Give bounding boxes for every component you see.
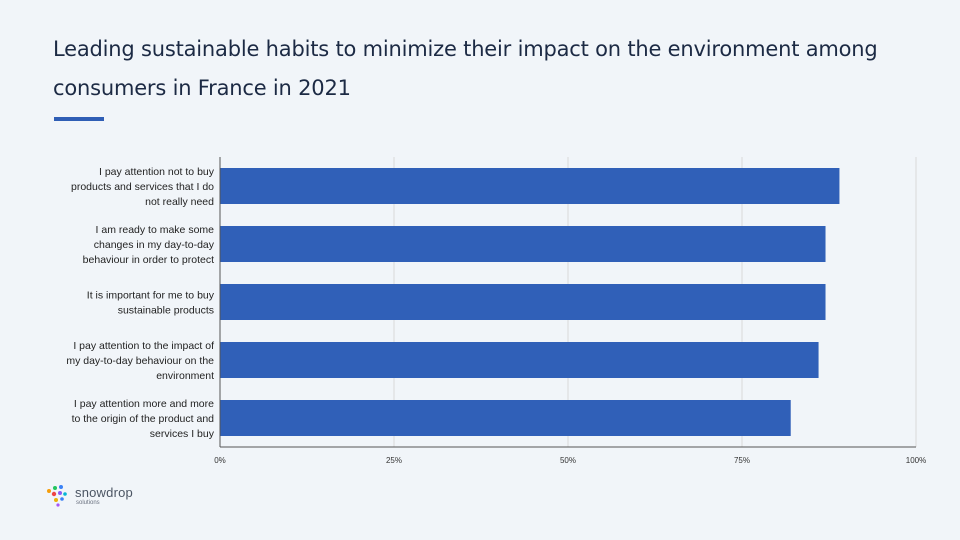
snowdrop-logo: snowdrop solutions xyxy=(45,484,155,512)
category-label: I pay attention not to buy products and s… xyxy=(71,166,215,208)
x-tick-label: 50% xyxy=(560,456,576,465)
bar xyxy=(220,400,791,436)
bar xyxy=(220,226,826,262)
x-tick-label: 75% xyxy=(734,456,750,465)
logo-subtitle: solutions xyxy=(76,500,100,506)
category-label: I pay attention to the impact of my day-t… xyxy=(66,340,214,382)
category-label: I pay attention more and more to the orig… xyxy=(72,398,215,440)
snowdrop-flower-icon xyxy=(47,485,67,507)
logo-name: snowdrop xyxy=(75,485,133,500)
bar xyxy=(220,168,840,204)
bar xyxy=(220,284,826,320)
x-tick-label: 25% xyxy=(386,456,402,465)
bar xyxy=(220,342,819,378)
x-tick-label: 100% xyxy=(906,456,926,465)
title-underline xyxy=(54,117,104,121)
chart-title: Leading sustainable habits to minimize t… xyxy=(53,37,878,100)
category-label: It is important for me to buy sustainable… xyxy=(87,290,215,317)
category-label: I am ready to make some changes in my day… xyxy=(83,224,215,266)
x-tick-label: 0% xyxy=(214,456,226,465)
